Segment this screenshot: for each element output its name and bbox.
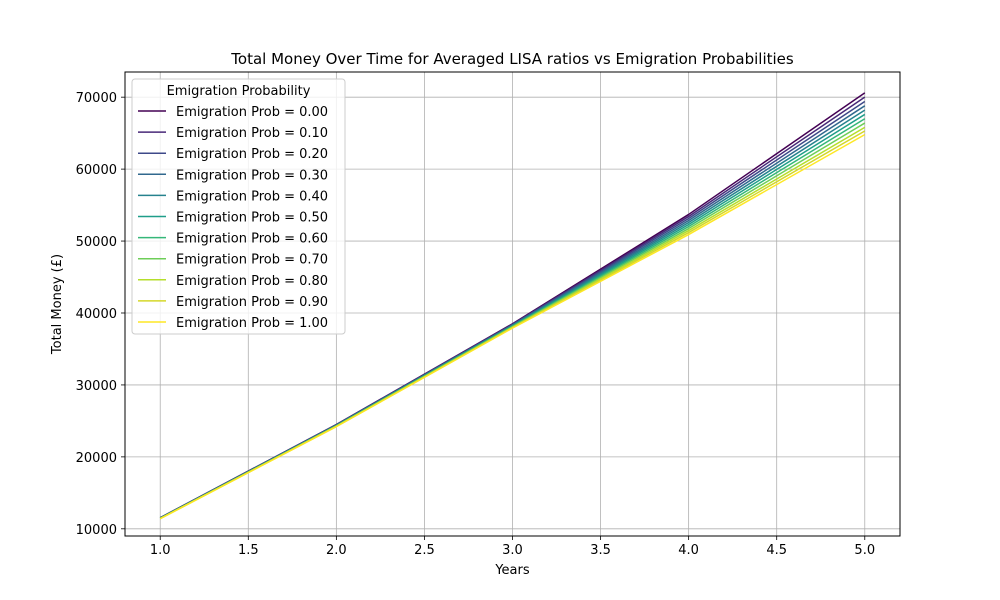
y-tick-label: 30000 [76, 379, 117, 394]
y-axis-ticks: 10000 20000 30000 40000 50000 60000 70000 [76, 91, 125, 538]
legend: Emigration Probability Emigration Prob =… [131, 78, 346, 335]
x-tick-label: 4.0 [678, 543, 699, 558]
legend-entry: Emigration Prob = 0.80 [176, 274, 328, 289]
legend-box [131, 78, 346, 335]
legend-entry: Emigration Prob = 1.00 [176, 316, 328, 331]
y-tick-label: 50000 [76, 235, 117, 250]
legend-entry: Emigration Prob = 0.90 [176, 295, 328, 310]
x-axis-ticks: 1.0 1.5 2.0 2.5 3.0 3.5 4.0 4.5 5.0 [150, 536, 875, 558]
y-tick-label: 10000 [76, 523, 117, 538]
x-tick-label: 2.0 [326, 543, 347, 558]
y-tick-label: 70000 [76, 91, 117, 106]
x-tick-label: 2.5 [414, 543, 435, 558]
x-tick-label: 5.0 [854, 543, 875, 558]
legend-entry: Emigration Prob = 0.20 [176, 147, 328, 162]
legend-entry: Emigration Prob = 0.70 [176, 253, 328, 268]
legend-entry: Emigration Prob = 0.10 [176, 126, 328, 141]
legend-entry: Emigration Prob = 0.30 [176, 168, 328, 183]
legend-entry: Emigration Prob = 0.00 [176, 105, 328, 120]
legend-entry: Emigration Prob = 0.60 [176, 232, 328, 247]
chart-title: Total Money Over Time for Averaged LISA … [230, 50, 794, 68]
x-tick-label: 3.0 [502, 543, 523, 558]
y-tick-label: 40000 [76, 307, 117, 322]
y-tick-label: 60000 [76, 163, 117, 178]
legend-entry: Emigration Prob = 0.50 [176, 211, 328, 226]
series-line-10 [159, 133, 866, 520]
y-axis-label: Total Money (£) [50, 254, 65, 355]
y-tick-label: 20000 [76, 451, 117, 466]
x-tick-label: 4.5 [766, 543, 787, 558]
legend-title: Emigration Probability [167, 84, 311, 99]
x-tick-label: 1.0 [150, 543, 171, 558]
x-axis-label: Years [494, 563, 530, 578]
series-lines [159, 92, 866, 520]
x-tick-label: 3.5 [590, 543, 611, 558]
x-tick-label: 1.5 [238, 543, 259, 558]
legend-entry: Emigration Prob = 0.40 [176, 189, 328, 204]
